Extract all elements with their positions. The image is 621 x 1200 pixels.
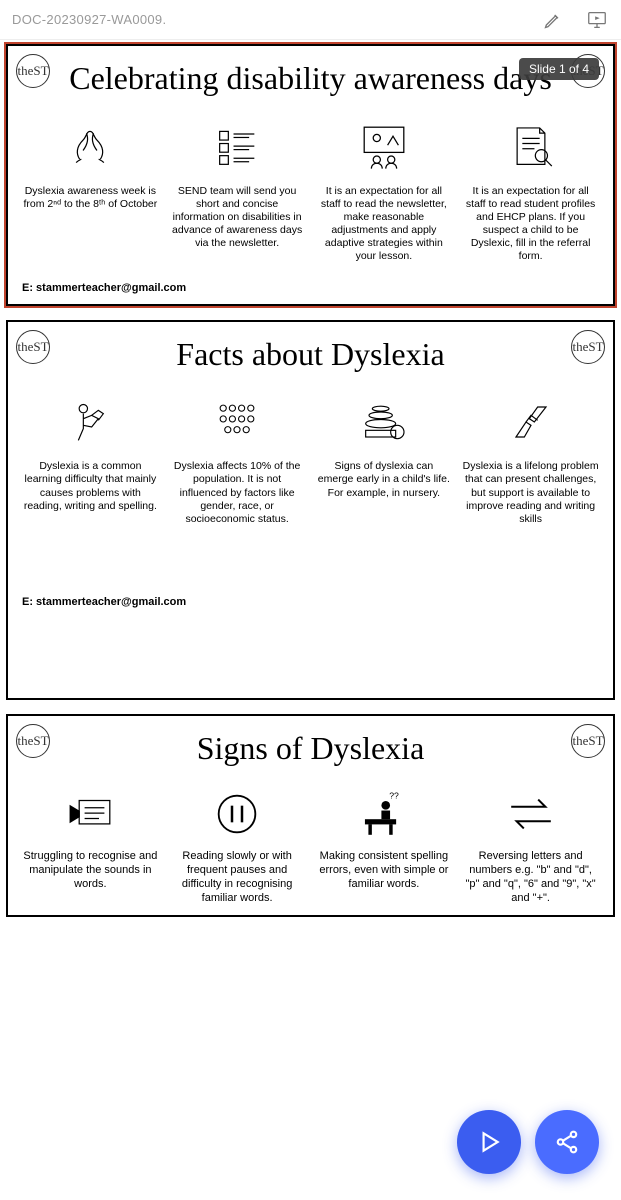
swap-arrows-icon (462, 786, 599, 842)
slide3-col-4: Reversing letters and numbers e.g. "b" a… (462, 786, 599, 905)
slide2-text-2: Dyslexia affects 10% of the population. … (169, 460, 306, 526)
slide-title: Celebrating disability awareness days (62, 60, 559, 97)
brand-logo-icon: theST (571, 330, 605, 364)
slide3-columns: Struggling to recognise and manipulate t… (22, 786, 599, 905)
slide-title: Signs of Dyslexia (62, 730, 559, 767)
slide2-text-3: Signs of dyslexia can emerge early in a … (316, 460, 453, 499)
slide3-text-4: Reversing letters and numbers e.g. "b" a… (462, 850, 599, 905)
helping-hands-icon (462, 392, 599, 452)
contact-email: E: stammerteacher@gmail.com (22, 282, 599, 294)
edit-icon[interactable] (541, 8, 565, 32)
present-icon[interactable] (585, 8, 609, 32)
slide2-text-1: Dyslexia is a common learning difficulty… (22, 460, 159, 513)
slide1-text-3: It is an expectation for all staff to re… (316, 185, 453, 264)
slide2-col-2: Dyslexia affects 10% of the population. … (169, 392, 306, 526)
slide1-col-3: It is an expectation for all staff to re… (316, 117, 453, 264)
slide1-text-4: It is an expectation for all staff to re… (462, 185, 599, 264)
person-reading-icon (22, 392, 159, 452)
contact-email: E: stammerteacher@gmail.com (22, 596, 599, 608)
slide1-columns: Dyslexia awareness week is from 2ⁿᵈ to t… (22, 117, 599, 264)
brand-logo-icon: theST (571, 54, 605, 88)
slide2-text-4: Dyslexia is a lifelong problem that can … (462, 460, 599, 526)
slide-title: Facts about Dyslexia (62, 336, 559, 373)
slide-3[interactable]: theST theST Signs of Dyslexia Struggling… (6, 714, 615, 918)
sound-text-icon (22, 786, 159, 842)
brand-logo-icon: theST (16, 330, 50, 364)
brand-logo-icon: theST (16, 724, 50, 758)
slide3-text-1: Struggling to recognise and manipulate t… (22, 850, 159, 891)
slide2-col-4: Dyslexia is a lifelong problem that can … (462, 392, 599, 526)
slides-container: theST theST Celebrating disability aware… (0, 40, 621, 935)
pause-icon (169, 786, 306, 842)
brand-logo-icon: theST (571, 724, 605, 758)
slide2-col-1: Dyslexia is a common learning difficulty… (22, 392, 159, 526)
brand-logo-icon: theST (16, 54, 50, 88)
slide3-col-1: Struggling to recognise and manipulate t… (22, 786, 159, 905)
document-name: DOC-20230927-WA0009. (12, 12, 521, 27)
slide1-text-1: Dyslexia awareness week is from 2ⁿᵈ to t… (22, 185, 159, 211)
people-grid-icon (169, 392, 306, 452)
document-search-icon (462, 117, 599, 177)
slide2-columns: Dyslexia is a common learning difficulty… (22, 392, 599, 526)
slide2-col-3: Signs of dyslexia can emerge early in a … (316, 392, 453, 526)
slide3-text-3: Making consistent spelling errors, even … (316, 850, 453, 891)
slide-2[interactable]: theST theST Facts about Dyslexia Dyslexi… (6, 320, 615, 700)
checklist-icon (169, 117, 306, 177)
slide3-col-2: Reading slowly or with frequent pauses a… (169, 786, 306, 905)
slide1-col-2: SEND team will send you short and concis… (169, 117, 306, 264)
slide3-text-2: Reading slowly or with frequent pauses a… (169, 850, 306, 905)
toy-blocks-icon (316, 392, 453, 452)
confused-student-icon: ?? (316, 786, 453, 842)
document-toolbar: DOC-20230927-WA0009. (0, 0, 621, 40)
share-button[interactable] (535, 1110, 599, 1174)
slide1-col-1: Dyslexia awareness week is from 2ⁿᵈ to t… (22, 117, 159, 264)
svg-text:??: ?? (389, 791, 399, 801)
slide1-col-4: It is an expectation for all staff to re… (462, 117, 599, 264)
awareness-ribbon-icon (22, 117, 159, 177)
play-slideshow-button[interactable] (457, 1110, 521, 1174)
slide-1[interactable]: theST theST Celebrating disability aware… (6, 44, 615, 306)
presentation-icon (316, 117, 453, 177)
slide1-text-2: SEND team will send you short and concis… (169, 185, 306, 251)
slide3-col-3: ?? Making consistent spelling errors, ev… (316, 786, 453, 905)
